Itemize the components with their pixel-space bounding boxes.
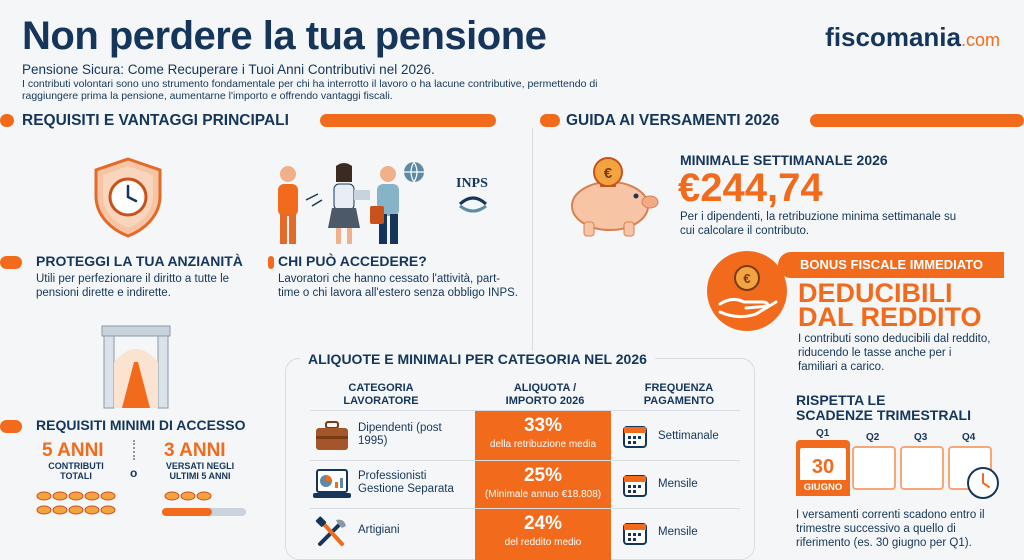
gate-icon (101, 325, 171, 409)
brand-logo: fiscomania.com (825, 22, 1000, 53)
requirements-bar (0, 420, 22, 433)
coins-icon (36, 491, 116, 515)
svg-text:€: € (604, 165, 613, 182)
frequency-cell: Settimanale (658, 430, 719, 442)
requirement-5-anni-sub: CONTRIBUTI TOTALI (48, 461, 104, 481)
shield-clock-icon (94, 157, 162, 238)
requirement-or: o (130, 466, 138, 480)
rate-cell: 33% (523, 415, 563, 436)
header-rate: ALIQUOTA / IMPORTO 2026 (505, 382, 585, 407)
bonus-text: I contributi sono deducibili dal reddito… (798, 333, 991, 373)
or-divider (133, 440, 135, 460)
frequency-cell: Mensile (658, 478, 698, 490)
briefcase-icon (316, 421, 348, 450)
logo-text: fiscomania (825, 22, 961, 52)
rate-note-cell: del reddito medio (504, 537, 582, 548)
quarter-label-q3: Q3 (914, 432, 928, 443)
divider (532, 128, 533, 353)
bonus-line2: DAL REDDITO (798, 302, 982, 332)
calendar-icon (623, 426, 647, 448)
calendar-q1-footer (796, 480, 850, 496)
category-cell: Dipendenti (post 1995) (358, 422, 442, 447)
category-cell: Professionisti Gestione Separata (358, 470, 454, 495)
table-rule-top (310, 410, 740, 411)
protect-title: PROTEGGI LA TUA ANZIANITÀ (36, 253, 243, 269)
minimale-text: Per i dipendenti, la retribuzione minima… (680, 211, 957, 237)
calendar-icon (623, 475, 647, 497)
section-bar-right (810, 114, 1024, 127)
bonus-band-label: BONUS FISCALE IMMEDIATO (800, 257, 983, 272)
header-frequency: FREQUENZA PAGAMENTO (643, 382, 715, 407)
table-row: Professionisti Gestione Separata 25% (Mi… (310, 462, 740, 508)
calendar-q3 (900, 446, 944, 490)
people-icon (278, 161, 424, 244)
section-title-guide: GUIDA AI VERSAMENTI 2026 (566, 112, 780, 129)
table-row: Dipendenti (post 1995) 33% della retribu… (310, 412, 740, 460)
section-bar-left (320, 114, 496, 127)
who-title: CHI PUÒ ACCEDERE? (278, 253, 427, 269)
rate-cell: 24% (523, 513, 563, 534)
clock-icon (967, 467, 999, 499)
rate-note-cell: (Minimale annuo €18.808) (484, 489, 602, 500)
quarter-label-q1: Q1 (816, 428, 830, 439)
frequency-cell: Mensile (658, 526, 698, 538)
coins-progress-icon (162, 491, 246, 516)
rate-note-cell: della retribuzione media (489, 439, 597, 450)
who-bar (268, 256, 274, 269)
deadlines-text: I versamenti correnti scadono entro il t… (796, 509, 985, 549)
minimale-value: €244,74 (678, 166, 823, 210)
protect-bar (0, 256, 22, 269)
requirement-3-anni-sub: VERSATI NEGLI ULTIMI 5 ANNI (165, 461, 235, 481)
inps-logo: INPS (456, 176, 488, 191)
laptop-chart-icon (313, 469, 351, 498)
hand-coin-icon: € (707, 251, 787, 331)
section-bar-right-stub (540, 114, 560, 127)
requirement-5-anni: 5 ANNI (42, 440, 104, 461)
who-text: Lavoratori che hanno cessato l'attività,… (278, 273, 518, 299)
calendar-day: 30 (811, 456, 835, 478)
section-bar-left-stub (0, 114, 14, 127)
bonus-line1: DEDUCIBILI (798, 278, 953, 308)
quarter-label-q4: Q4 (962, 432, 976, 443)
calendar-q2 (852, 446, 896, 490)
inps-swirl-icon (458, 196, 488, 213)
page-subtitle: Pensione Sicura: Come Recuperare i Tuoi … (22, 62, 435, 77)
header-category: CATEGORIA LAVORATORE (343, 382, 419, 407)
deadlines-title-2: SCADENZE TRIMESTRALI (796, 407, 971, 423)
rate-cell: 25% (523, 465, 563, 486)
table-row: Artigiani 24% del reddito medio Mensile (310, 510, 740, 558)
quarter-label-q2: Q2 (866, 432, 880, 443)
intro-text: I contributi volontari sono uno strument… (22, 78, 598, 102)
bonus-band (778, 252, 1004, 278)
table-rule-2 (310, 508, 740, 509)
protect-text: Utili per perfezionare il diritto a tutt… (36, 273, 230, 299)
calendar-icon (623, 523, 647, 545)
table-rule-1 (310, 460, 740, 461)
minimale-title: MINIMALE SETTIMANALE 2026 (680, 152, 888, 168)
requirement-3-anni: 3 ANNI (164, 440, 226, 461)
svg-text:€: € (743, 271, 750, 286)
rates-column-band (475, 410, 611, 560)
deadlines-title-1: RISPETTA LE (796, 392, 886, 408)
category-cell: Artigiani (358, 524, 400, 536)
logo-suffix: .com (960, 30, 1000, 50)
section-title-requirements: REQUISITI E VANTAGGI PRINCIPALI (22, 112, 289, 129)
page-title: Non perdere la tua pensione (22, 14, 547, 58)
calendar-month: GIUGNO (803, 482, 843, 493)
requirements-title: REQUISITI MINIMI DI ACCESSO (36, 417, 246, 433)
tools-icon (315, 516, 346, 546)
rates-table-title: ALIQUOTE E MINIMALI PER CATEGORIA NEL 20… (300, 351, 655, 367)
piggy-bank-icon: € (571, 157, 659, 237)
